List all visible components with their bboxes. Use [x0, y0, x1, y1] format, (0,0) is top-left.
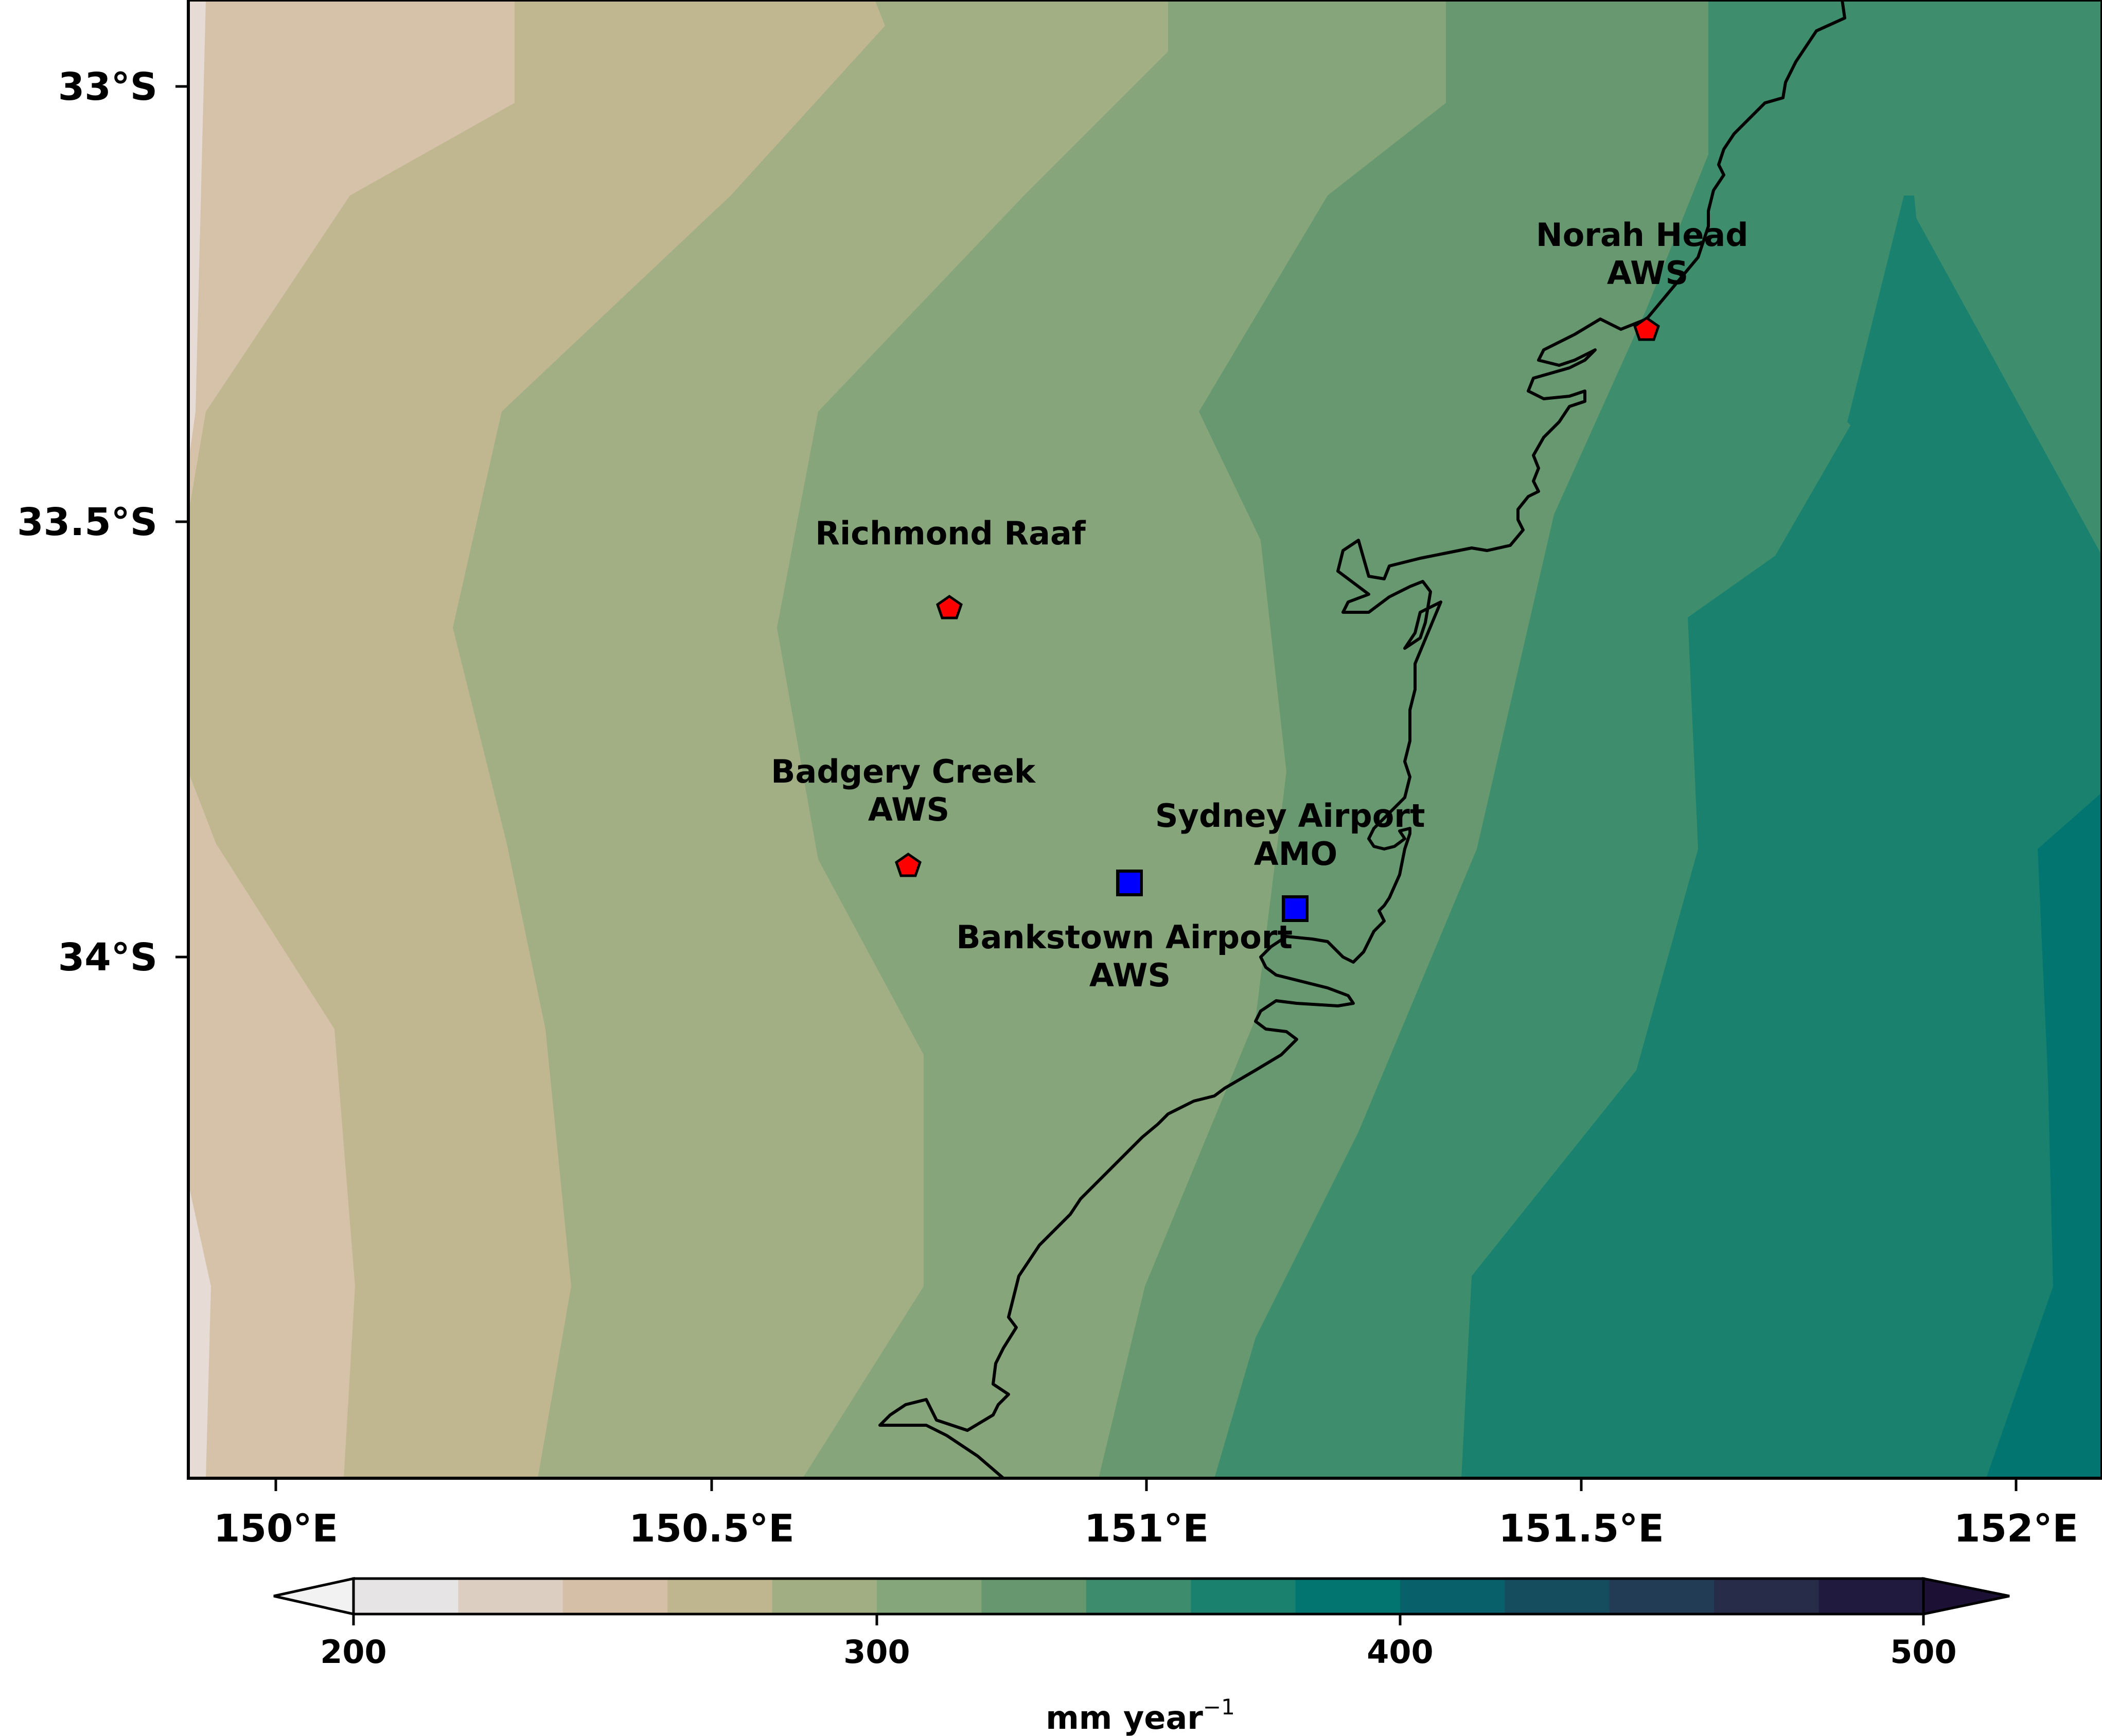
richmond-raaf-marker[interactable]: [936, 594, 963, 619]
x-tick-label: 151.5°E: [1498, 1507, 1664, 1551]
colorbar-frame: [352, 1577, 1925, 1616]
colorbar-segment: [1714, 1579, 1820, 1614]
bankstown-airport-label: Bankstown Airport AWS: [956, 918, 1303, 994]
colorbar-segments: [354, 1579, 1924, 1614]
x-tick-label: 152°E: [1954, 1507, 2078, 1551]
colorbar-segment: [667, 1579, 773, 1614]
y-axis: 33°S 33.5°S 34°S: [17, 65, 188, 980]
colorbar-ticks: 200 300 400 500: [320, 1614, 1957, 1671]
map-area: [188, 0, 2102, 1478]
colorbar-segment: [458, 1579, 563, 1614]
colorbar-over-arrow: [1922, 1576, 2010, 1616]
colorbar-tick-label: 300: [843, 1633, 910, 1671]
sydney-airport-amo-marker[interactable]: [1282, 895, 1309, 922]
colorbar-segment: [1609, 1579, 1715, 1614]
colorbar: 200 300 400 500 mm year−1: [273, 1576, 2010, 1736]
colorbar-tick-label: 200: [320, 1633, 386, 1671]
colorbar-segment: [981, 1579, 1087, 1614]
colorbar-segment: [354, 1579, 458, 1614]
colorbar-segment: [772, 1579, 877, 1614]
colorbar-segment: [1400, 1579, 1505, 1614]
bankstown-airport-aws-marker[interactable]: [1116, 870, 1143, 896]
norah-head-label: Norah Head AWS: [1536, 216, 1759, 292]
colorbar-segment: [1505, 1579, 1610, 1614]
colorbar-label-unit: mm year: [1046, 1699, 1203, 1736]
y-tick-label: 33.5°S: [17, 500, 157, 544]
colorbar-segment: [562, 1579, 668, 1614]
colorbar-label: mm year−1: [1046, 1694, 1235, 1736]
colorbar-tick-label: 500: [1890, 1633, 1956, 1671]
colorbar-segment: [1295, 1579, 1401, 1614]
x-tick-label: 150°E: [214, 1507, 338, 1551]
norah-head-aws-marker[interactable]: [1633, 316, 1660, 341]
colorbar-segment: [1818, 1579, 1924, 1614]
badgery-creek-label: Badgery Creek AWS: [771, 753, 1047, 828]
colorbar-under-arrow: [273, 1576, 355, 1616]
contour-band-360-380: [1986, 792, 2102, 1478]
y-tick-label: 33°S: [58, 65, 157, 109]
coastline: [878, 0, 1846, 1480]
badgery-creek-aws-marker[interactable]: [895, 852, 922, 877]
richmond-raaf-label: Richmond Raaf: [815, 515, 1086, 552]
y-tick-label: 34°S: [58, 935, 157, 980]
x-tick-label: 150.5°E: [629, 1507, 794, 1551]
contour-band-340-360: [1461, 196, 2102, 1478]
station-markers: [895, 316, 1660, 922]
colorbar-segment: [1086, 1579, 1191, 1614]
colorbar-segment: [1191, 1579, 1296, 1614]
colorbar-label-exponent: −1: [1203, 1694, 1235, 1720]
x-tick-label: 151°E: [1084, 1507, 1209, 1551]
x-axis: 150°E 150.5°E 151°E 151.5°E 152°E: [214, 1478, 2078, 1551]
station-labels: Norah Head AWS Richmond Raaf Badgery Cre…: [771, 216, 1759, 994]
colorbar-segment: [877, 1579, 982, 1614]
sydney-airport-label: Sydney Airport AMO: [1155, 797, 1436, 873]
colorbar-tick-label: 400: [1367, 1633, 1433, 1671]
